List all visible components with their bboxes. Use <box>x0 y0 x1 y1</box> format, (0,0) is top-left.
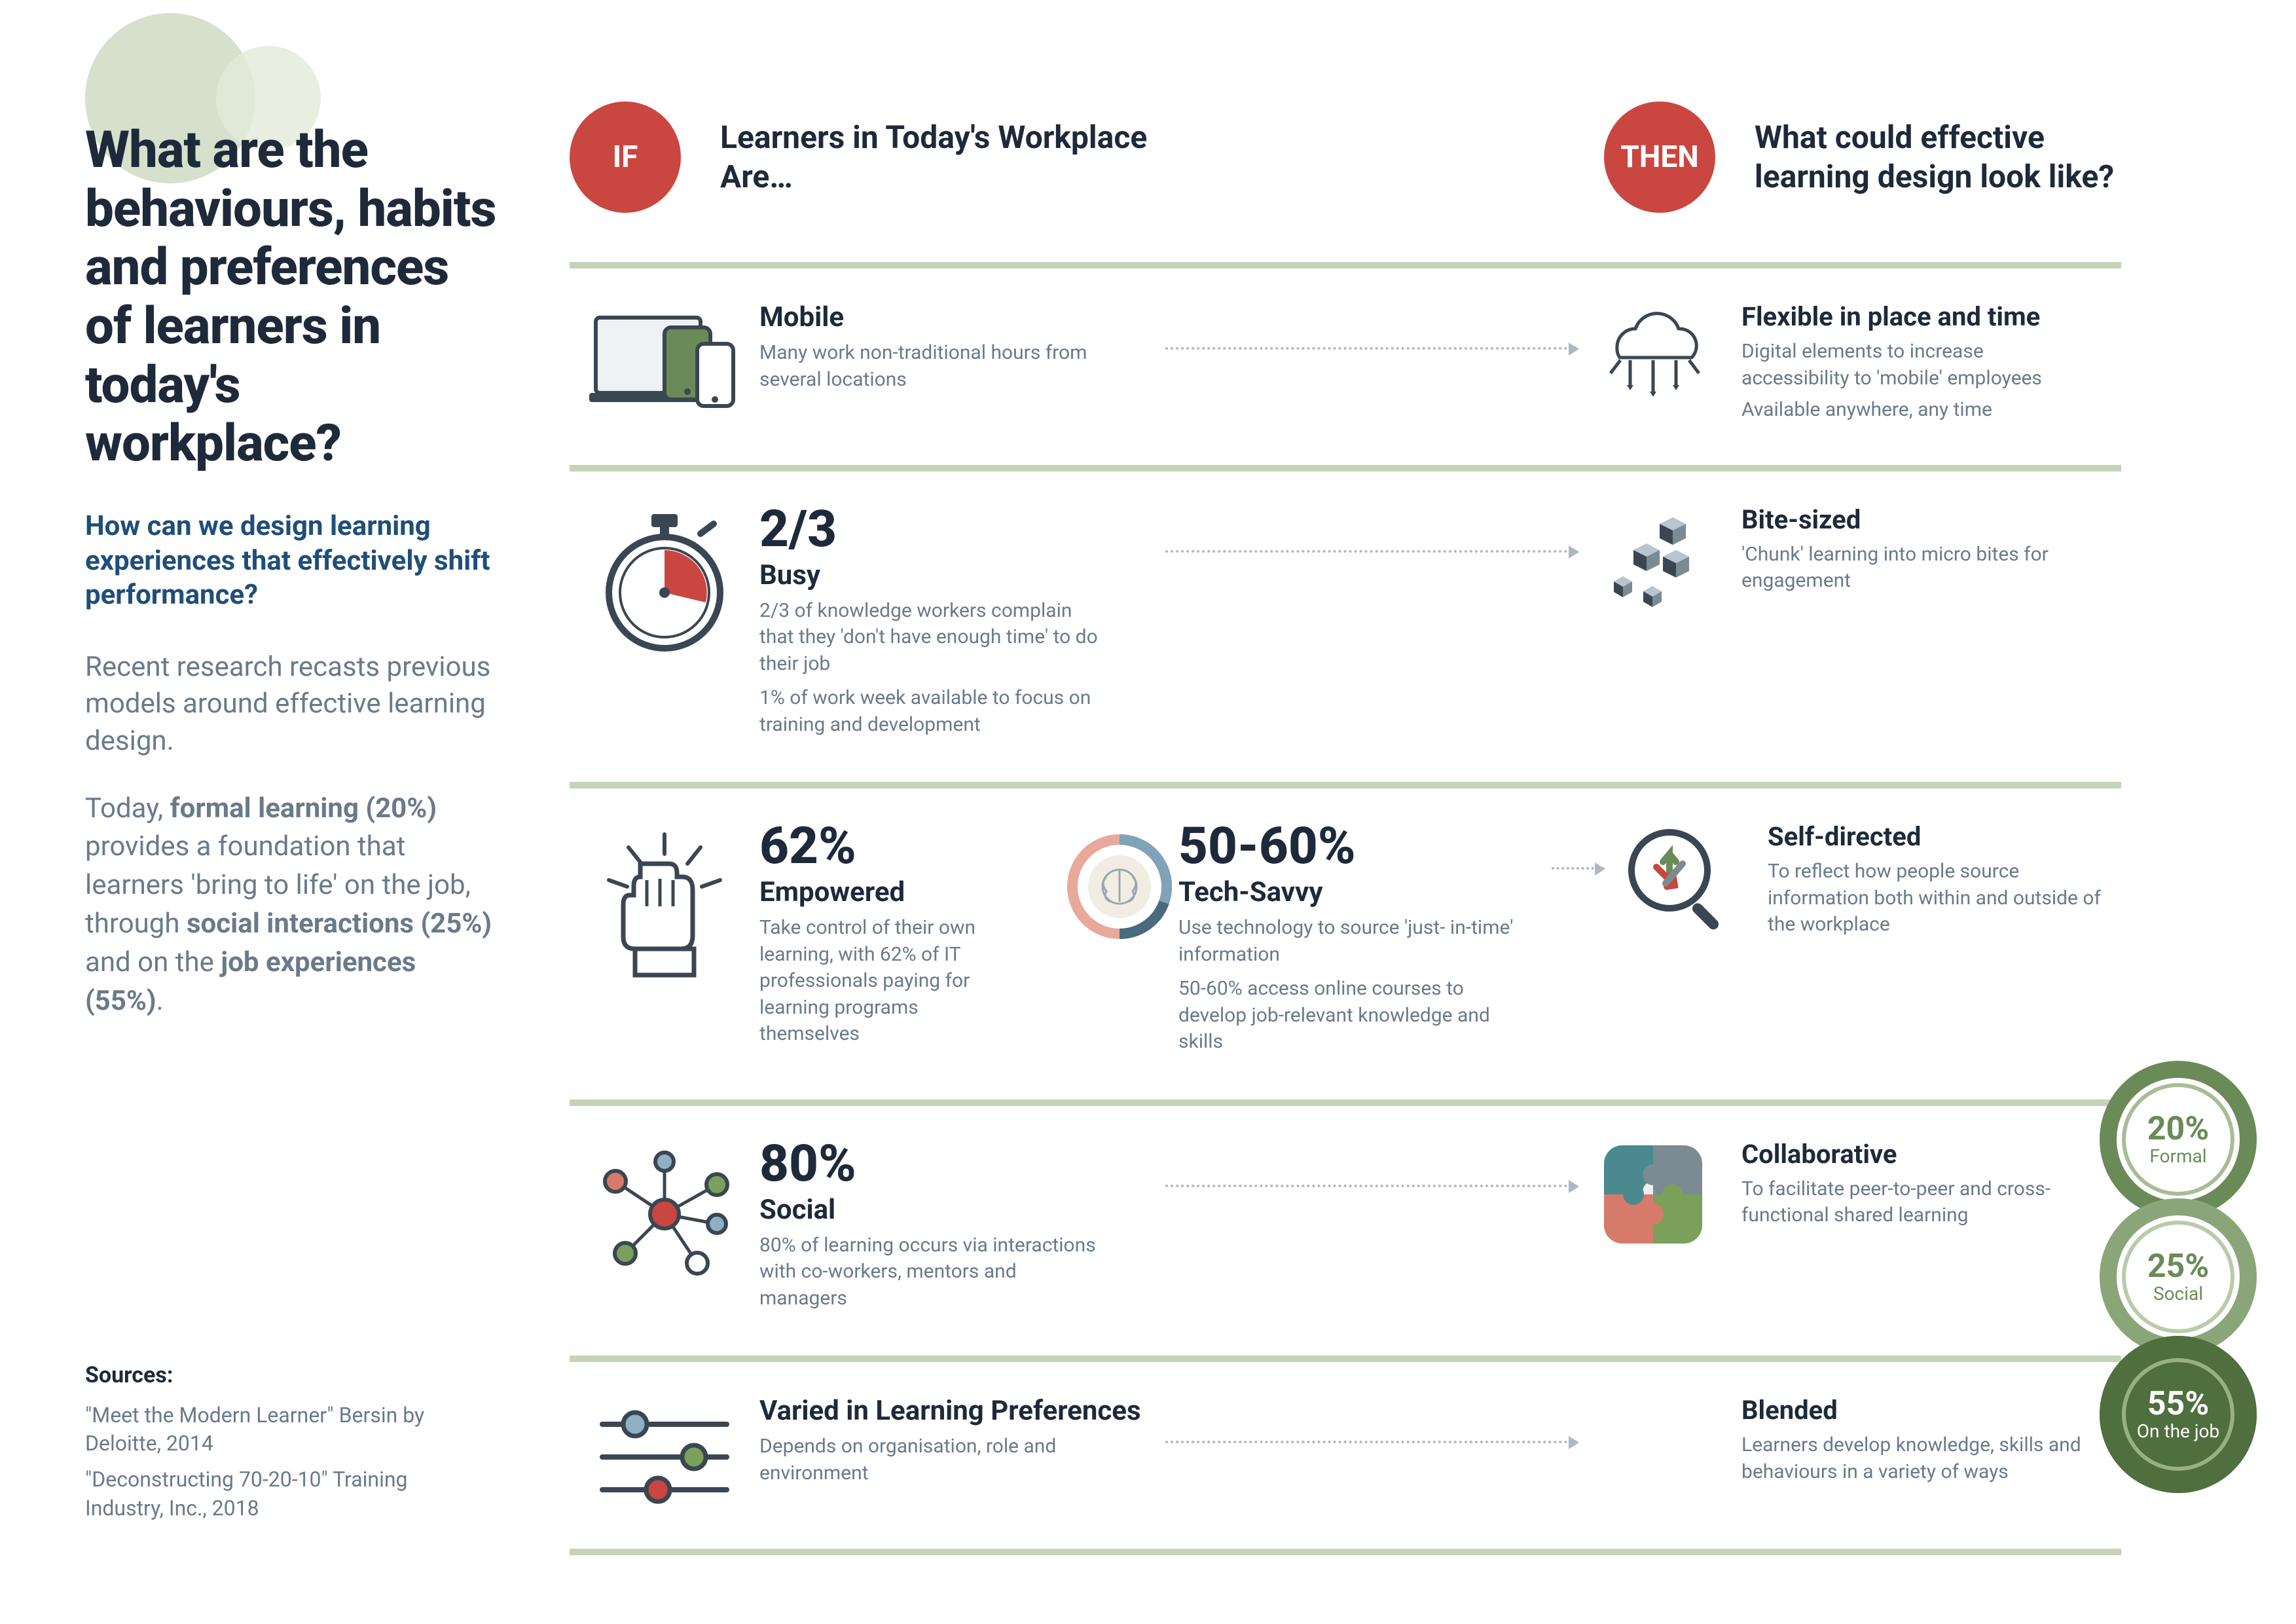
then-title: Self-directed <box>1768 821 2147 852</box>
if-text-empowered: 62% Empowered Take control of their own … <box>759 821 1061 1063</box>
then-title: Blended <box>1741 1395 2121 1426</box>
if-title: Tech-Savvy <box>1178 876 1532 908</box>
sidebar: What are the behaviours, habits and pref… <box>85 121 498 1020</box>
then-desc: Learners develop knowledge, skills and b… <box>1741 1432 2082 1485</box>
if-stat: 62% <box>759 821 1061 872</box>
brain-chart-icon <box>1061 821 1178 1063</box>
stat-formal: formal learning (20%) <box>170 792 437 824</box>
row-empowered: 62% Empowered Take control of their own … <box>570 782 2121 1099</box>
ring-social: 25% Social <box>2100 1198 2257 1356</box>
if-title: Varied in Learning Preferences <box>759 1395 1165 1427</box>
text: . <box>156 985 164 1017</box>
infographic-content: IF Learners in Today's Workplace Are… TH… <box>570 92 2121 1555</box>
if-desc: Use technology to source 'just- in-time'… <box>1178 915 1519 968</box>
then-title: Collaborative <box>1741 1139 2121 1170</box>
puzzle-icon <box>1578 1139 1728 1250</box>
connector-dots <box>1165 347 1578 350</box>
row-social: 80% Social 80% of learning occurs via in… <box>570 1099 2121 1356</box>
magnifier-arrows-icon <box>1604 821 1755 939</box>
if-text-mobile: Mobile Many work non-traditional hours f… <box>759 301 1165 401</box>
if-badge: IF <box>570 101 681 213</box>
if-text-social: 80% Social 80% of learning occurs via in… <box>759 1139 1165 1320</box>
if-stat: 80% <box>759 1139 1165 1190</box>
stat-paragraph: Today, formal learning (20%) provides a … <box>85 790 498 1021</box>
if-desc: Take control of their own learning, with… <box>759 915 1021 1048</box>
row-busy: 2/3 Busy 2/3 of knowledge workers compla… <box>570 465 2121 783</box>
if-desc: 2/3 of knowledge workers complain that t… <box>759 598 1100 678</box>
connector-dots <box>1165 550 1578 553</box>
then-text-blended: Blended Learners develop knowledge, skil… <box>1728 1395 2121 1490</box>
if-title: Busy <box>759 559 1165 591</box>
if-desc: 50-60% access online courses to develop … <box>1178 976 1519 1056</box>
row-varied: Varied in Learning Preferences Depends o… <box>570 1356 2121 1555</box>
ring-label: On the job <box>2137 1420 2219 1442</box>
cubes-icon <box>1578 504 1728 622</box>
row-mobile: Mobile Many work non-traditional hours f… <box>570 262 2121 465</box>
sources: Sources: "Meet the Modern Learner" Bersi… <box>85 1362 491 1530</box>
then-badge: THEN <box>1604 101 1715 213</box>
connector-dots <box>1552 867 1604 870</box>
if-stat: 2/3 <box>759 504 1165 555</box>
sliders-icon <box>570 1395 759 1513</box>
sub-question: How can we design learning experiences t… <box>85 509 498 613</box>
text: Today, <box>85 792 170 824</box>
network-icon <box>570 1139 759 1283</box>
then-desc: 'Chunk' learning into micro bites for en… <box>1741 542 2082 595</box>
if-stat: 50-60% <box>1178 821 1532 872</box>
header-row: IF Learners in Today's Workplace Are… TH… <box>570 92 2121 223</box>
ring-label: Formal <box>2149 1145 2206 1167</box>
then-title: Bite-sized <box>1741 504 2121 535</box>
connector-dots <box>1165 1441 1578 1443</box>
source-line: "Meet the Modern Learner" Bersin by Delo… <box>85 1401 491 1458</box>
cloud-icon <box>1578 301 1728 406</box>
if-title: Empowered <box>759 876 1061 908</box>
then-title: Flexible in place and time <box>1741 301 2121 332</box>
if-text-busy: 2/3 Busy 2/3 of knowledge workers compla… <box>759 504 1165 747</box>
then-text-collaborative: Collaborative To facilitate peer-to-peer… <box>1728 1139 2121 1234</box>
if-title: Social <box>759 1194 1165 1226</box>
fist-icon <box>570 821 759 985</box>
devices-icon <box>570 301 759 419</box>
stopwatch-icon <box>570 504 759 655</box>
if-title: Mobile <box>759 301 1165 333</box>
then-desc: To facilitate peer-to-peer and cross-fun… <box>1741 1176 2082 1229</box>
ring-pct: 20% <box>2147 1113 2209 1145</box>
then-desc: To reflect how people source information… <box>1768 858 2108 938</box>
ring-label: Social <box>2153 1283 2203 1304</box>
if-desc: 1% of work week available to focus on tr… <box>759 685 1100 738</box>
if-desc: Many work non-traditional hours from sev… <box>759 340 1100 393</box>
then-text-selfdirected: Self-directed To reflect how people sour… <box>1755 821 2147 944</box>
intro-paragraph: Recent research recasts previous models … <box>85 649 498 760</box>
ring-formal: 20% Formal <box>2100 1061 2257 1218</box>
then-desc: Digital elements to increase accessibili… <box>1741 339 2082 392</box>
if-desc: 80% of learning occurs via interactions … <box>759 1232 1100 1312</box>
source-line: "Deconstructing 70-20-10" Training Indus… <box>85 1466 491 1522</box>
ring-pct: 25% <box>2147 1250 2209 1283</box>
stat-social: social interactions (25%) <box>187 908 492 940</box>
then-desc: Available anywhere, any time <box>1741 397 2082 424</box>
if-header-label: Learners in Today's Workplace Are… <box>720 118 1152 196</box>
ring-pct: 55% <box>2147 1388 2209 1420</box>
if-text-techsavvy: 50-60% Tech-Savvy Use technology to sour… <box>1178 821 1532 1063</box>
main-title: What are the behaviours, habits and pref… <box>85 121 498 473</box>
then-header-label: What could effective learning design loo… <box>1755 118 2121 196</box>
ring-onthejob: 55% On the job <box>2100 1336 2257 1493</box>
if-desc: Depends on organisation, role and enviro… <box>759 1433 1100 1486</box>
connector-dots <box>1165 1185 1578 1187</box>
text: and on the <box>85 946 221 978</box>
sources-title: Sources: <box>85 1362 491 1388</box>
if-text-varied: Varied in Learning Preferences Depends o… <box>759 1395 1165 1494</box>
if-split: 62% Empowered Take control of their own … <box>759 821 1552 1063</box>
then-text-bitesized: Bite-sized 'Chunk' learning into micro b… <box>1728 504 2121 600</box>
then-text-flexible: Flexible in place and time Digital eleme… <box>1728 301 2121 429</box>
learning-rings: 20% Formal 25% Social 55% On the job <box>2100 1061 2257 1473</box>
